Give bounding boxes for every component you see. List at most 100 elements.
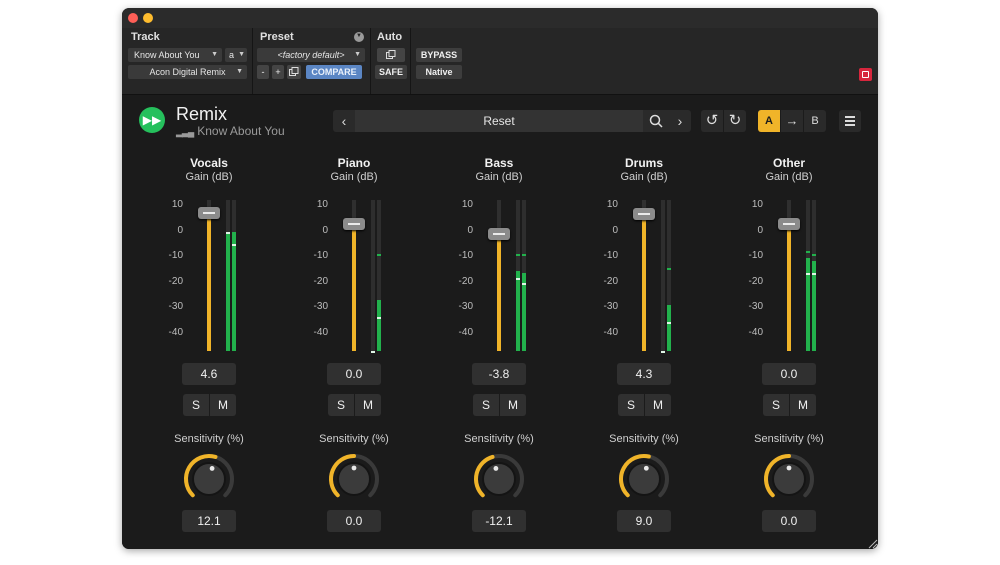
scale-tick-label: -10 [313,250,328,261]
meter-peak-marker [232,231,236,234]
gain-fader-handle[interactable] [633,207,655,220]
arrow-right-icon: → [785,113,799,128]
level-meter-right [377,200,381,351]
knob-pointer [209,466,215,471]
mute-button[interactable]: M [500,394,526,416]
solo-button[interactable]: S [473,394,499,416]
chevron-down-icon: ▼ [238,51,245,58]
minimize-window-button[interactable] [143,13,153,23]
menu-button[interactable] [839,110,861,132]
knob-pointer [786,465,792,471]
chevron-down-icon: ▼ [354,51,361,58]
gain-fader-handle[interactable] [778,218,800,231]
channel-strip-piano: Piano Gain (dB) 10 0 -10 -20 -30 -40 0.0 S M Sensit… [284,149,424,544]
plugin-alert-icon[interactable] [859,68,872,81]
redo-button[interactable]: ↻ [724,110,746,132]
solo-button[interactable]: S [328,394,354,416]
gain-value-field[interactable]: -3.8 [472,363,526,385]
scale-tick-label: -30 [168,301,183,312]
gain-fader-handle[interactable] [343,218,365,231]
meter-peak-marker [516,253,520,256]
track-name-select[interactable]: Know About You ▼ [128,48,222,62]
preset-menu-button[interactable]: ▼ [354,32,364,42]
level-meter-right [522,200,526,351]
scale-tick-label: -40 [603,327,618,338]
mute-button[interactable]: M [210,394,236,416]
resize-grip-icon[interactable] [866,537,878,549]
track-suffix-value: a [229,50,235,60]
sensitivity-value-field[interactable]: 0.0 [327,510,381,532]
compare-button[interactable]: COMPARE [306,65,362,79]
meter-peak-marker [812,253,816,256]
previous-preset-button[interactable]: ‹ [333,110,355,132]
close-window-button[interactable] [128,13,138,23]
solo-button[interactable]: S [183,394,209,416]
gain-value-field[interactable]: 4.3 [617,363,671,385]
gain-label: Gain (dB) [475,171,523,183]
sensitivity-label: Sensitivity (%) [464,433,534,445]
sensitivity-knob[interactable] [762,452,816,506]
ab-a-button[interactable]: A [758,110,780,132]
sensitivity-value-field[interactable]: -12.1 [472,510,526,532]
solo-button[interactable]: S [618,394,644,416]
channel-name: Drums [624,156,663,170]
copy-icon [289,67,299,76]
native-button[interactable]: Native [416,65,462,79]
track-suffix-select[interactable]: a ▼ [225,48,247,62]
preset-select[interactable]: <factory default> ▼ [257,48,365,62]
scale-tick-label: 0 [757,225,763,236]
copy-a-to-b-button[interactable]: → [781,110,803,132]
mute-button[interactable]: M [790,394,816,416]
plugin-insert-select[interactable]: Acon Digital Remix ▼ [128,65,247,79]
sensitivity-value-field[interactable]: 0.0 [762,510,816,532]
mute-button[interactable]: M [355,394,381,416]
meter-rms-marker [516,277,520,280]
scale-tick-label: -10 [748,250,763,261]
gain-value-field[interactable]: 0.0 [327,363,381,385]
bypass-button[interactable]: BYPASS [416,48,462,62]
next-preset-button[interactable]: › [669,110,691,132]
ab-b-button[interactable]: B [804,110,826,132]
gain-fader-handle[interactable] [488,227,510,240]
preset-increment-button[interactable]: + [272,65,284,79]
scale-tick-label: -20 [168,276,183,287]
preset-name[interactable]: Reset [355,110,643,132]
sensitivity-label: Sensitivity (%) [754,433,824,445]
undo-button[interactable]: ↺ [701,110,723,132]
meter-rms-marker [522,282,526,285]
redo-icon: ↻ [728,112,742,129]
sensitivity-value-field[interactable]: 12.1 [182,510,236,532]
channel-name: Bass [484,156,514,170]
automation-button[interactable] [377,48,405,62]
sensitivity-knob[interactable] [617,452,671,506]
sensitivity-knob[interactable] [472,452,526,506]
level-meter-left [226,200,230,351]
knob-pointer [493,466,499,471]
safe-button[interactable]: SAFE [375,65,407,79]
channel-name: Vocals [190,156,228,170]
solo-button[interactable]: S [763,394,789,416]
meter-rms-marker [232,243,236,246]
scale-tick-label: -20 [748,276,763,287]
search-icon [649,114,663,128]
gain-value-field[interactable]: 4.6 [182,363,236,385]
remix-plugin-panel: ▶▶ Remix ▂▃▄ Know About You ‹ Reset › ↺ ↻… [122,95,878,549]
meter-peak-marker [667,268,671,271]
meter-level-fill [522,273,526,351]
meter-rms-marker [812,273,816,276]
level-meter-right [812,200,816,351]
mute-button[interactable]: M [645,394,671,416]
copy-settings-button[interactable] [287,65,301,79]
gain-value-field[interactable]: 0.0 [762,363,816,385]
sensitivity-knob[interactable] [182,452,236,506]
search-preset-button[interactable] [645,110,667,132]
gain-fader-handle[interactable] [198,207,220,220]
level-meter-right [232,200,236,351]
channel-strip-drums: Drums Gain (dB) 10 0 -10 -20 -30 -40 4.3 S M Sensit… [574,149,714,544]
preset-decrement-button[interactable]: - [257,65,269,79]
sensitivity-value-field[interactable]: 9.0 [617,510,671,532]
scale-tick-label: -30 [748,301,763,312]
scale-tick-label: -40 [168,327,183,338]
scale-tick-label: 10 [316,199,328,210]
sensitivity-knob[interactable] [327,452,381,506]
